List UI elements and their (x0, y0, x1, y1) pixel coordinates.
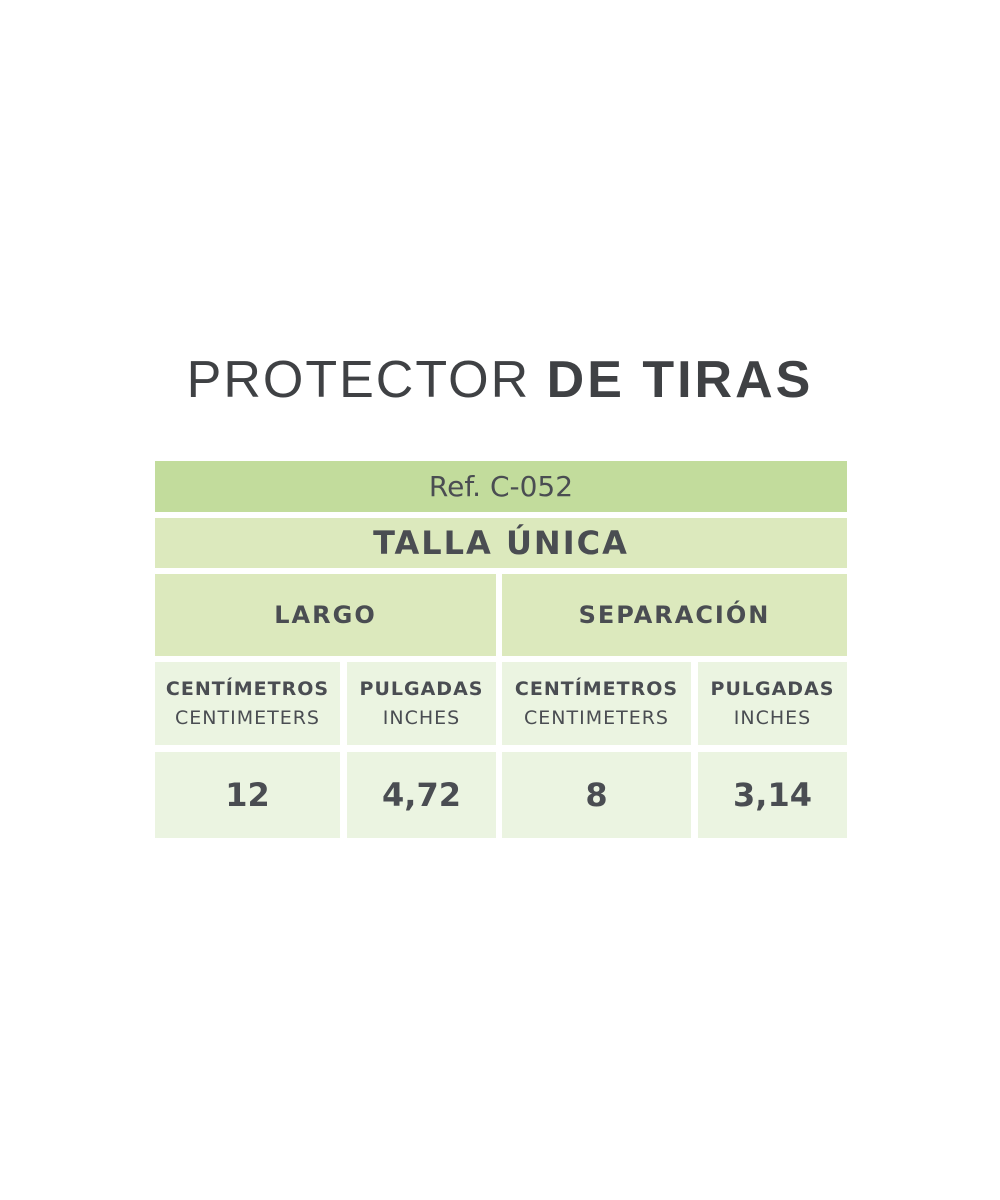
unit-en: INCHES (733, 706, 812, 729)
group-header-separacion: SEPARACIÓN (502, 574, 847, 656)
page-title: PROTECTOR DE TIRAS (0, 350, 1000, 410)
group-header-largo: LARGO (155, 574, 496, 656)
value-cell: 3,14 (698, 752, 847, 838)
unit-es: PULGADAS (359, 677, 484, 700)
unit-en: CENTIMETERS (175, 706, 320, 729)
unit-en: INCHES (382, 706, 461, 729)
title-bold: DE TIRAS (546, 351, 814, 409)
unit-header: PULGADAS INCHES (698, 662, 847, 745)
value-cell: 4,72 (347, 752, 496, 838)
size-row: TALLA ÚNICA (155, 518, 847, 568)
value-cell: 12 (155, 752, 340, 838)
unit-header: CENTÍMETROS CENTIMETERS (155, 662, 340, 745)
unit-en: CENTIMETERS (524, 706, 669, 729)
unit-es: CENTÍMETROS (165, 677, 330, 700)
unit-es: CENTÍMETROS (514, 677, 679, 700)
unit-es: PULGADAS (710, 677, 835, 700)
unit-header: CENTÍMETROS CENTIMETERS (502, 662, 691, 745)
title-light: PROTECTOR (186, 351, 547, 409)
reference-row: Ref. C-052 (155, 461, 847, 512)
unit-header: PULGADAS INCHES (347, 662, 496, 745)
value-cell: 8 (502, 752, 691, 838)
